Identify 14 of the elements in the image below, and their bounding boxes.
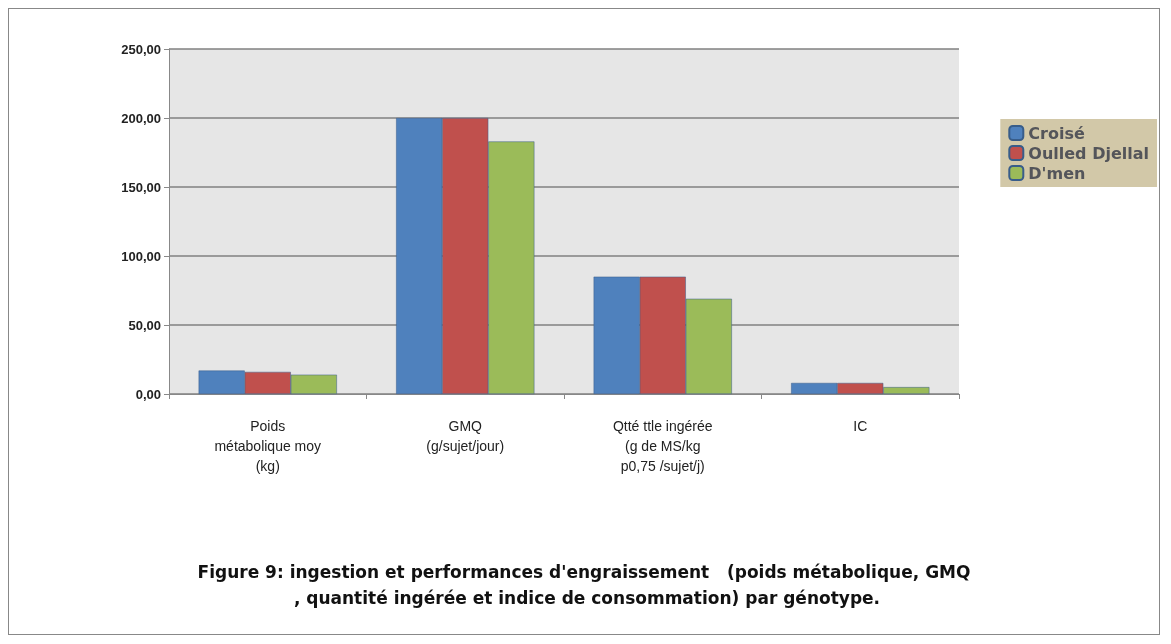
text: Figure 9: ingestion et performances d'engraissement (poids métabolique, GMQ , quantité ingérée et indice de consommation) par génotype. (197, 562, 971, 608)
y-tick-label: 0,00 (135, 386, 161, 402)
x-tick-label: IC (853, 418, 868, 434)
y-tick-label: 100,00 (121, 248, 161, 264)
y-tick-label: 200,00 (121, 110, 161, 126)
legend-label: Croisé (1028, 123, 1085, 143)
legend-label: D'men (1028, 163, 1086, 183)
y-tick-label: 250,00 (121, 41, 161, 57)
y-tick-label: 150,00 (121, 179, 161, 195)
y-tick-label: 50,00 (128, 317, 161, 333)
legend-label: Oulled Djellal (1028, 143, 1149, 163)
x-tick-label: Qtté ttle ingérée (g de MS/kg p0,75 /sujet/j) (612, 418, 713, 474)
x-tick-label: Poids métabolique moy (kg) (214, 418, 322, 474)
x-tick-label: GMQ (g/sujet/jour) (426, 418, 505, 454)
